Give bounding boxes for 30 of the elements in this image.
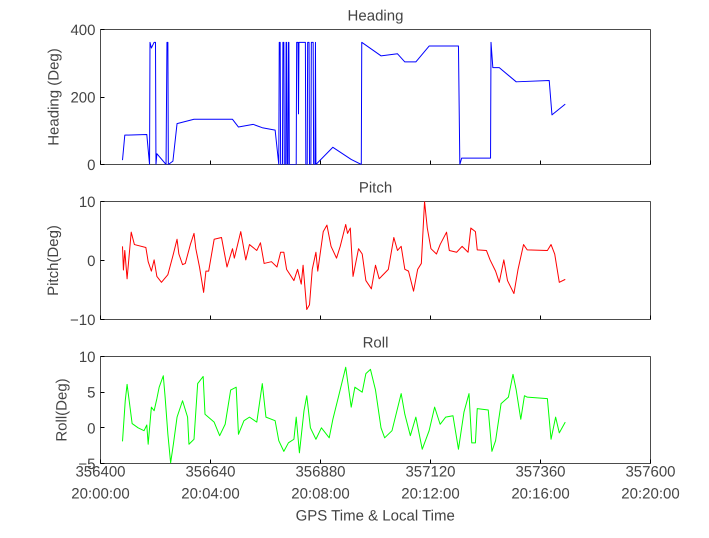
y-axis-title: Roll(Deg)	[53, 378, 70, 442]
y-tick-label: 0	[87, 157, 96, 174]
x2-tick-label: 20:04:00	[181, 486, 240, 502]
y-tick-label: 5	[87, 384, 96, 402]
y-axis-title: Heading (Deg)	[45, 48, 62, 146]
chart-title: Roll	[362, 334, 388, 352]
x-tick-label: 356880	[295, 464, 346, 480]
x2-tick-label: 20:12:00	[401, 486, 460, 502]
chart-title: Pitch	[358, 180, 392, 196]
line-series	[122, 202, 566, 310]
line-series	[122, 366, 566, 464]
y-tick-label: 0	[87, 420, 96, 438]
y-tick-label: 0	[87, 253, 96, 270]
x-tick-label: 357120	[405, 464, 456, 480]
x-tick-label: 357600	[625, 464, 676, 480]
y-tick-label: 10	[78, 194, 96, 211]
x-tick-label: 356640	[185, 464, 236, 480]
x2-tick-label: 20:16:00	[511, 486, 570, 502]
y-tick-label: 10	[78, 349, 96, 366]
line-series	[122, 42, 566, 164]
y-tick-label: −10	[70, 312, 96, 329]
x2-tick-label: 20:08:00	[291, 486, 350, 502]
x2-tick-label: 20:00:00	[71, 486, 130, 502]
y-axis-title: Pitch(Deg)	[45, 225, 62, 296]
chart-title: Heading	[348, 8, 404, 24]
y-tick-label: 200	[70, 90, 96, 106]
y-tick-label: 400	[70, 22, 96, 39]
x-tick-label: 357360	[515, 464, 566, 480]
x2-tick-label: 20:20:00	[621, 486, 680, 502]
x-axis-title: GPS Time & Local Time	[296, 508, 455, 524]
